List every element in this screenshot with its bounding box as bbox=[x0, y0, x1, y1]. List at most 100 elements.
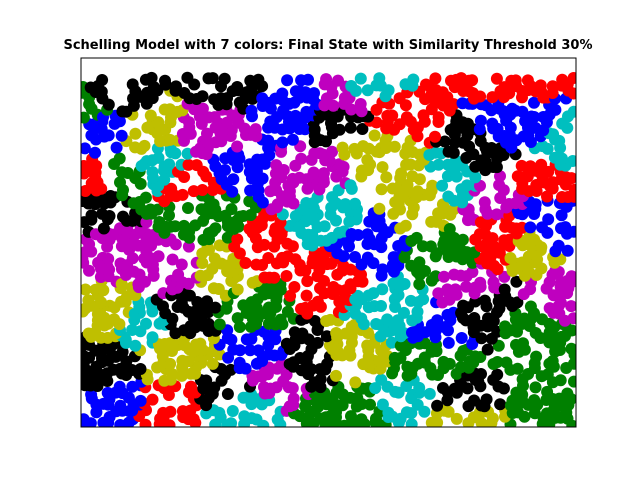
agent-point bbox=[206, 262, 219, 275]
agent-point bbox=[172, 268, 185, 281]
agent-point bbox=[163, 209, 175, 222]
agent-point bbox=[522, 265, 535, 278]
agent-point bbox=[447, 146, 460, 159]
agent-point bbox=[388, 140, 401, 153]
agent-point bbox=[381, 313, 394, 326]
agent-point bbox=[144, 109, 157, 122]
agent-point bbox=[375, 300, 387, 312]
agent-point bbox=[209, 301, 222, 314]
agent-point bbox=[114, 399, 127, 412]
agent-point bbox=[97, 284, 110, 297]
agent-point bbox=[145, 71, 158, 84]
agent-point bbox=[206, 357, 219, 370]
agent-point bbox=[269, 333, 282, 346]
agent-point bbox=[209, 222, 222, 235]
agent-point bbox=[190, 159, 203, 172]
agent-point bbox=[432, 111, 445, 124]
agent-point bbox=[206, 72, 219, 85]
agent-point bbox=[164, 405, 177, 418]
agent-point bbox=[474, 276, 487, 289]
agent-point bbox=[461, 382, 474, 395]
agent-point bbox=[405, 418, 418, 427]
agent-point bbox=[139, 191, 152, 204]
agent-point bbox=[561, 387, 574, 400]
agent-point bbox=[208, 111, 221, 124]
agent-point bbox=[108, 313, 121, 326]
agent-point bbox=[320, 73, 333, 86]
agent-point bbox=[466, 74, 479, 87]
agent-point bbox=[81, 142, 91, 155]
agent-point bbox=[493, 179, 506, 191]
agent-point bbox=[81, 111, 90, 124]
agent-point bbox=[546, 355, 559, 368]
agent-point bbox=[344, 121, 357, 134]
agent-point bbox=[447, 203, 460, 216]
agent-point bbox=[497, 382, 510, 395]
agent-point bbox=[565, 270, 576, 283]
agent-point bbox=[529, 381, 542, 394]
agent-point bbox=[226, 405, 239, 417]
agent-point bbox=[196, 257, 209, 269]
agent-point bbox=[375, 373, 388, 386]
agent-point bbox=[113, 380, 126, 393]
agent-point bbox=[373, 72, 386, 85]
agent-point bbox=[530, 350, 543, 363]
agent-point bbox=[153, 216, 166, 228]
agent-point bbox=[543, 302, 556, 315]
agent-point bbox=[494, 170, 506, 183]
agent-point bbox=[326, 145, 338, 158]
agent-point bbox=[555, 152, 568, 165]
agent-point bbox=[221, 388, 234, 400]
agent-point bbox=[380, 171, 393, 184]
agent-point bbox=[262, 252, 275, 264]
agent-point bbox=[85, 209, 98, 222]
agent-point bbox=[490, 72, 503, 85]
agent-point bbox=[152, 151, 165, 164]
agent-point bbox=[115, 278, 128, 290]
agent-point bbox=[166, 253, 179, 266]
agent-point bbox=[165, 182, 178, 195]
agent-point bbox=[103, 210, 116, 222]
agent-point bbox=[488, 259, 500, 272]
agent-point bbox=[276, 87, 289, 100]
agent-point bbox=[498, 283, 511, 296]
agent-point bbox=[559, 221, 572, 234]
agent-point bbox=[490, 161, 503, 174]
agent-point bbox=[535, 158, 548, 171]
agent-point bbox=[431, 314, 444, 327]
agent-point bbox=[231, 283, 244, 296]
agent-point bbox=[516, 388, 529, 401]
agent-point bbox=[281, 74, 294, 87]
agent-point bbox=[196, 102, 209, 115]
agent-point bbox=[369, 382, 382, 395]
agent-point bbox=[110, 141, 123, 154]
agent-point bbox=[405, 407, 418, 420]
agent-point bbox=[169, 220, 182, 233]
agent-point bbox=[498, 270, 511, 283]
agent-point bbox=[364, 398, 376, 411]
agent-point bbox=[536, 221, 548, 234]
agent-point bbox=[521, 74, 534, 87]
agent-point bbox=[431, 416, 444, 427]
agent-point bbox=[182, 202, 194, 214]
agent-point bbox=[301, 275, 314, 288]
agent-point bbox=[208, 252, 221, 265]
agent-point bbox=[212, 283, 225, 295]
agent-point bbox=[565, 300, 576, 313]
agent-point bbox=[423, 387, 436, 400]
agent-point bbox=[330, 369, 342, 382]
agent-point bbox=[158, 173, 171, 186]
agent-point bbox=[196, 184, 209, 196]
agent-point bbox=[400, 111, 413, 124]
agent-point bbox=[159, 74, 171, 87]
agent-point bbox=[308, 87, 320, 100]
agent-point bbox=[201, 127, 213, 140]
agent-point bbox=[424, 240, 437, 253]
agent-point bbox=[286, 382, 299, 395]
agent-point bbox=[561, 244, 574, 257]
agent-point bbox=[368, 129, 381, 142]
agent-point bbox=[213, 406, 226, 419]
agent-point bbox=[97, 222, 110, 235]
agent-point bbox=[410, 231, 423, 244]
agent-point bbox=[419, 265, 431, 277]
